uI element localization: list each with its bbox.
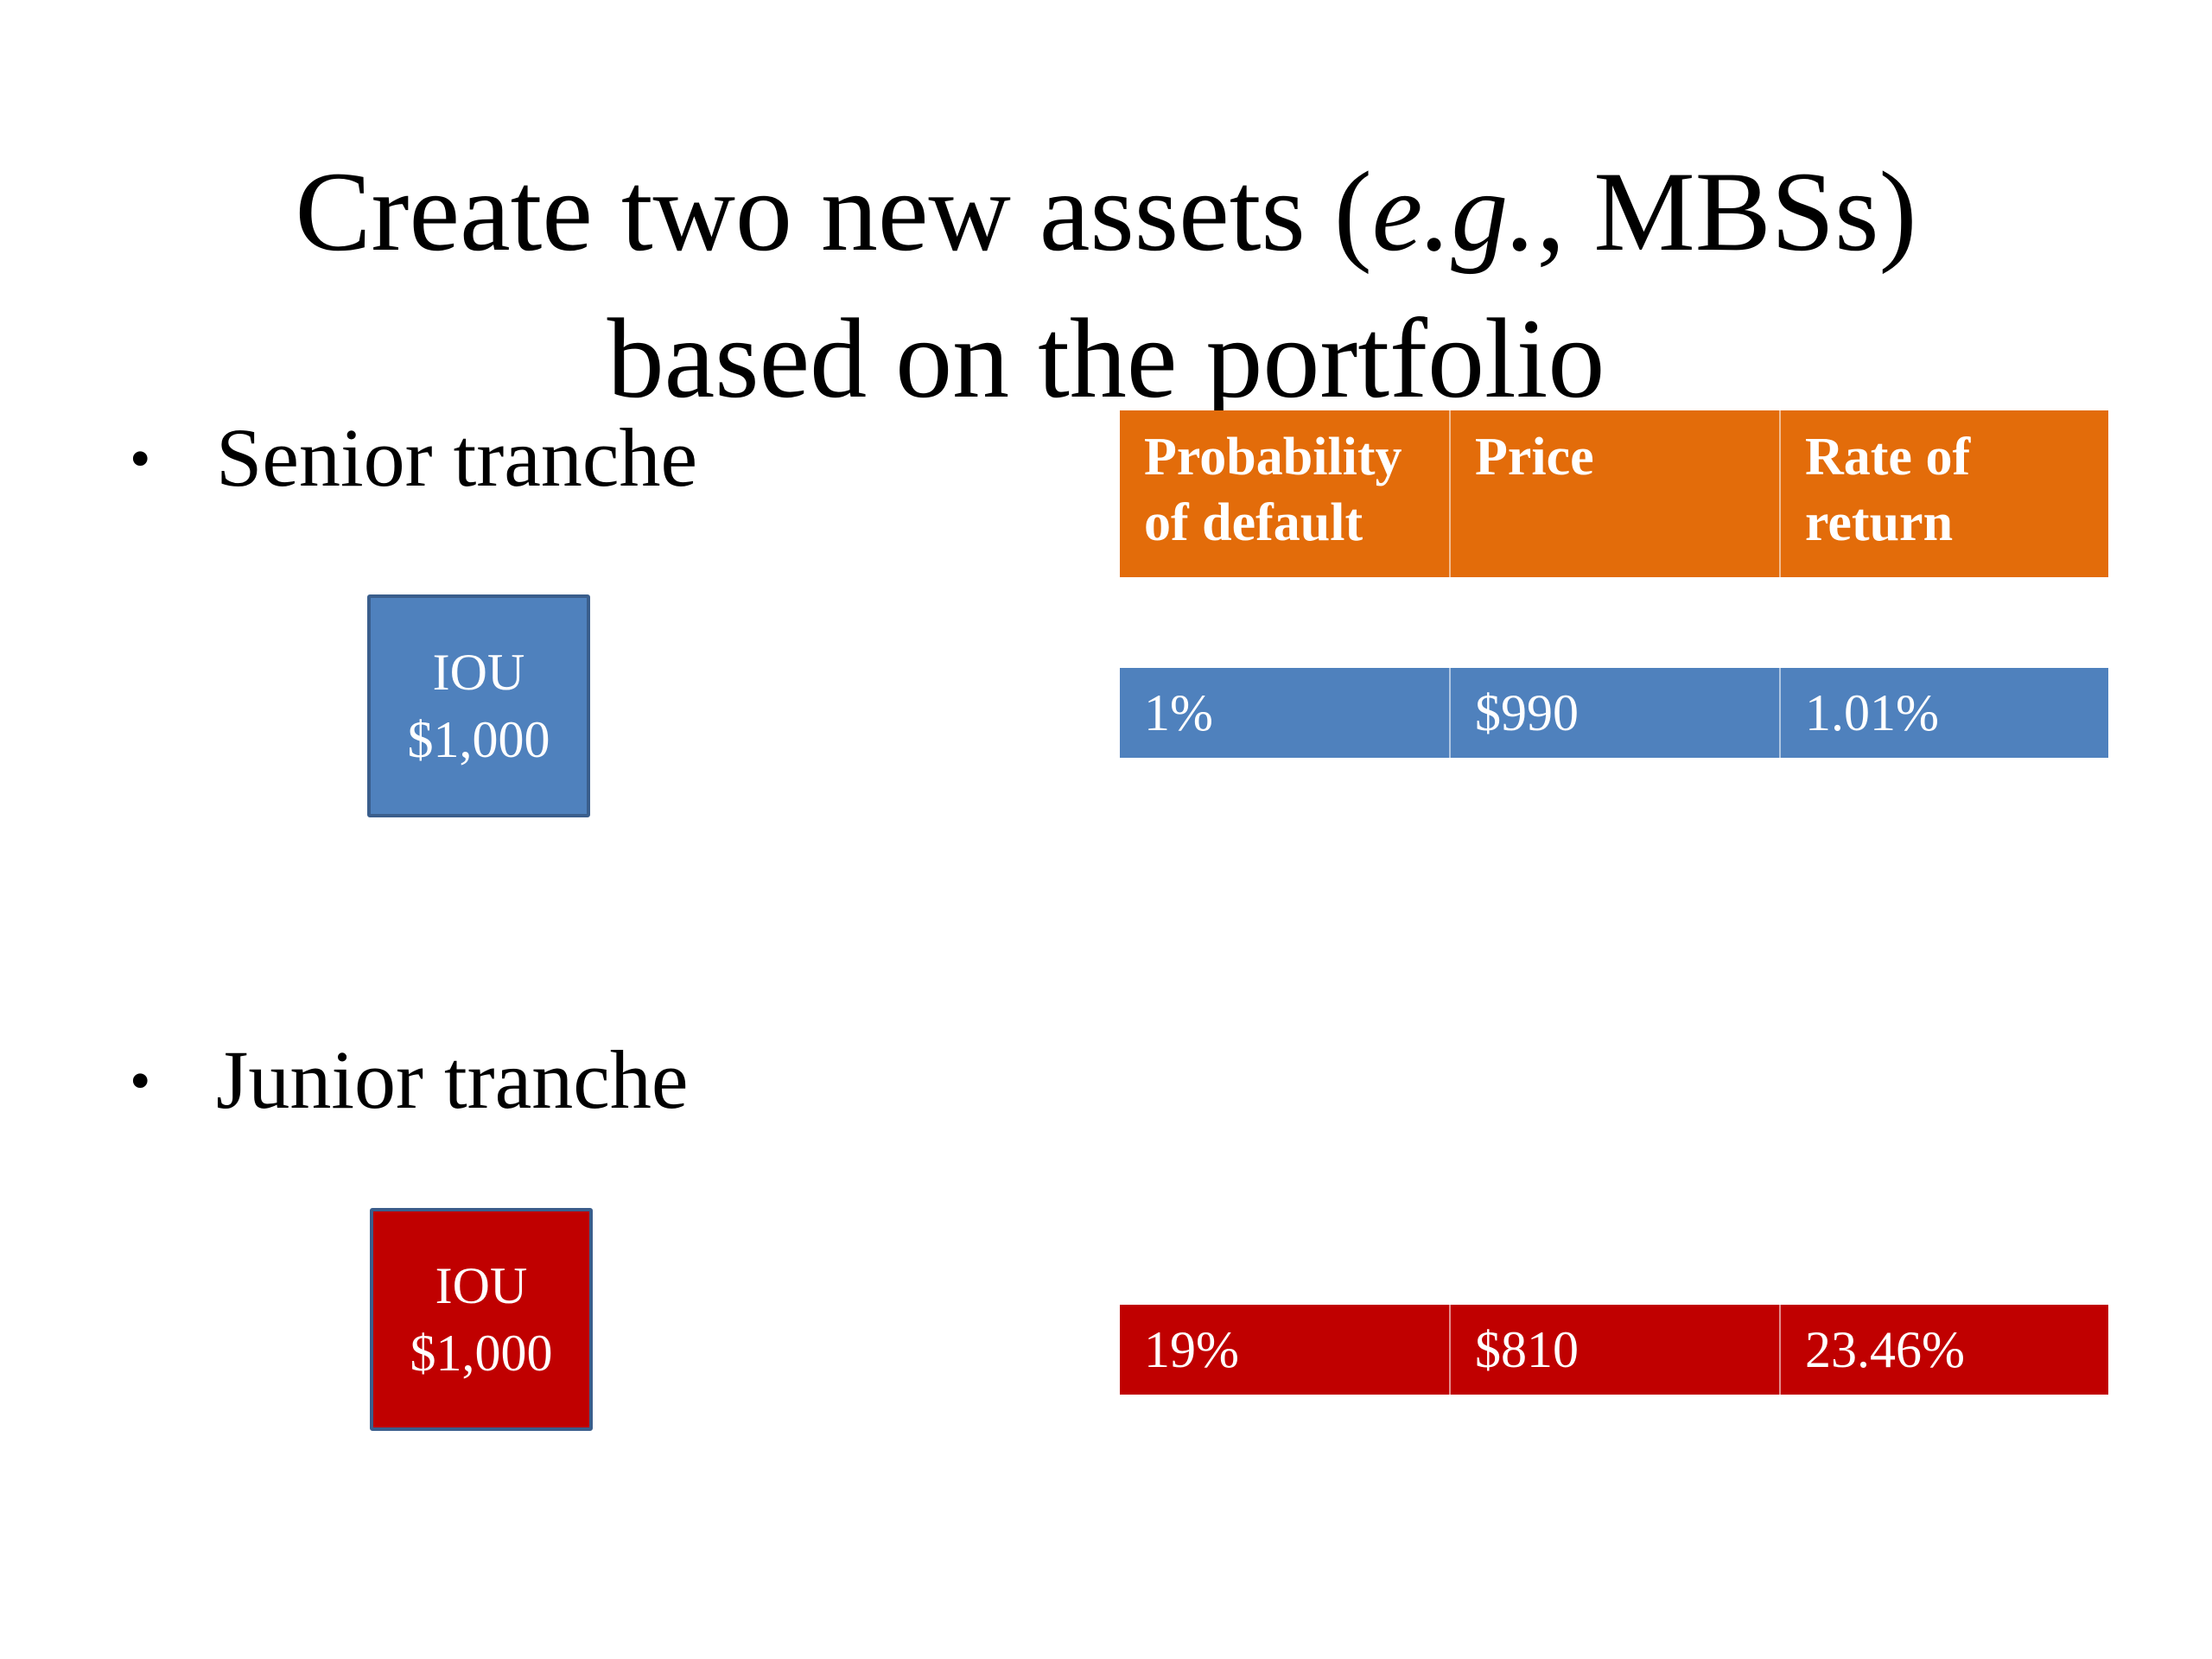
header-price: Price [1449,410,1779,577]
cell-probability-of-default: 1% [1144,684,1213,741]
junior-iou-box: IOU $1,000 [370,1208,593,1431]
bullet-marker: • [130,1048,151,1115]
bullet-label: Senior tranche [216,411,698,504]
cell-price: $810 [1449,1305,1779,1395]
bullet-label: Junior tranche [216,1033,689,1126]
iou-amount: $1,000 [410,1325,553,1382]
title-line-1: Create two new assets (e.g., MBSs) [295,148,1917,276]
table-row-senior: 1% $990 1.01% [1120,668,2108,758]
table-header-row: Probability of default Price Rate of ret… [1120,410,2108,577]
title-italic-eg: e.g. [1371,148,1537,276]
cell-rate-of-return: 1.01% [1779,668,2108,758]
bullet-senior-tranche: • Senior tranche [130,410,697,507]
header-probability-of-default: Probability of default [1144,428,1402,552]
cell-probability-of-default: 19% [1144,1321,1239,1378]
header-rate-of-return: Rate of return [1779,410,2108,577]
cell-rate-of-return: 23.46% [1779,1305,2108,1395]
iou-amount: $1,000 [407,711,550,768]
iou-label: IOU [435,1257,528,1314]
bullet-marker: • [130,426,151,493]
title-line-2: based on the portfolio [607,295,1605,423]
table-row-junior: 19% $810 23.46% [1120,1305,2108,1395]
slide-title: Create two new assets (e.g., MBSs) based… [0,138,2212,432]
senior-iou-box: IOU $1,000 [367,594,590,817]
cell-price: $990 [1449,668,1779,758]
bullet-junior-tranche: • Junior tranche [130,1033,688,1129]
iou-label: IOU [432,644,525,701]
